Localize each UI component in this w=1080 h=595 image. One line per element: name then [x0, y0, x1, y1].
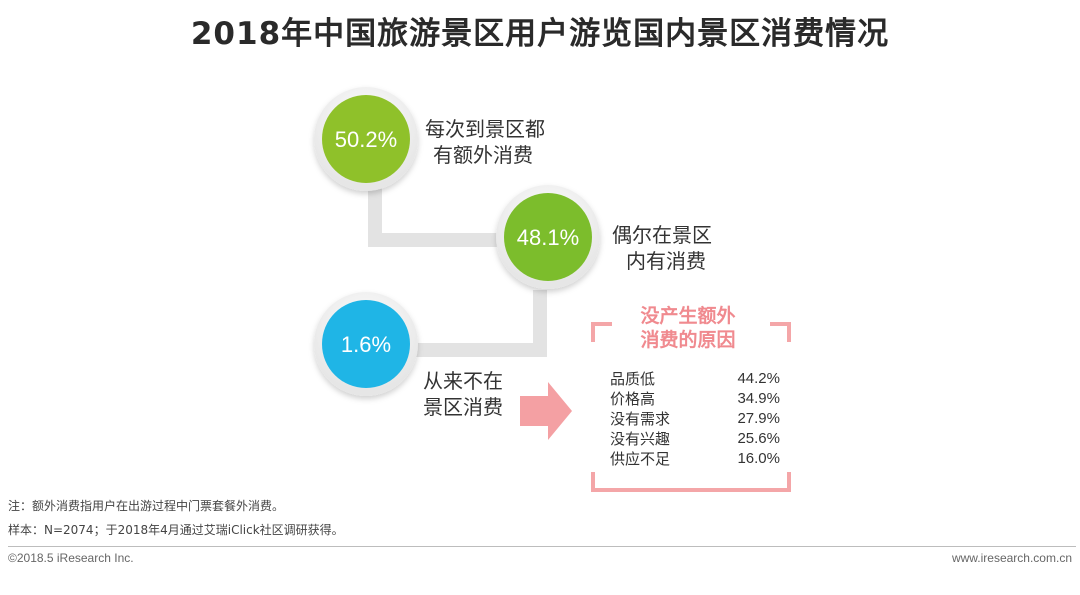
- reason-label: 品质低: [610, 370, 656, 388]
- bubble-1-circle: [322, 95, 410, 183]
- connector-1: [368, 175, 500, 247]
- footer-website: www.iresearch.com.cn: [951, 551, 1072, 565]
- reason-value: 44.2%: [737, 370, 780, 387]
- bubble-2-label-line1: 偶尔在景区: [612, 223, 712, 247]
- bubble-2: 48.1%: [496, 185, 600, 289]
- reason-label: 价格高: [610, 390, 656, 408]
- reason-value: 16.0%: [737, 450, 780, 467]
- reason-label: 供应不足: [610, 450, 671, 468]
- reasons-arrow: [520, 382, 572, 440]
- reason-value: 25.6%: [737, 430, 780, 447]
- reasons-title-line2: 消费的原因: [640, 329, 736, 351]
- bubble-3-label-line2: 景区消费: [423, 395, 503, 419]
- bubble-2-value: 48.1%: [517, 225, 579, 250]
- reason-value: 27.9%: [737, 410, 780, 427]
- bubble-1-label: 每次到景区都 有额外消费: [425, 116, 545, 168]
- reasons-title-line1: 没产生额外: [640, 305, 736, 327]
- reasons-frame: [591, 322, 791, 492]
- footer-divider: [8, 546, 1076, 547]
- bubble-1-label-line2: 有额外消费: [433, 143, 533, 167]
- reason-value: 34.9%: [737, 390, 780, 407]
- bubble-3-label-line1: 从来不在: [423, 369, 503, 393]
- bubble-3-value: 1.6%: [341, 332, 391, 357]
- bubble-1-value: 50.2%: [335, 127, 397, 152]
- bubble-3: 1.6%: [314, 292, 418, 396]
- reason-label: 没有兴趣: [610, 430, 671, 448]
- chart-title: 2018年中国旅游景区用户游览国内景区消费情况: [190, 16, 890, 52]
- footnote-definition: 注：额外消费指用户在出游过程中门票套餐外消费。: [8, 499, 285, 513]
- bubble-2-label-line2: 内有消费: [626, 249, 706, 273]
- bubble-3-label: 从来不在 景区消费: [423, 368, 503, 420]
- bubble-2-circle: [504, 193, 592, 281]
- reason-label: 没有需求: [610, 410, 671, 428]
- bubble-3-circle: [322, 300, 410, 388]
- bubble-1: 50.2%: [314, 87, 418, 191]
- footer-copyright: ©2018.5 iResearch Inc.: [8, 551, 134, 565]
- bubble-1-label-line1: 每次到景区都: [425, 117, 545, 141]
- bubble-2-label: 偶尔在景区 内有消费: [612, 222, 712, 274]
- reasons-title: 没产生额外 消费的原因: [600, 304, 776, 352]
- connector-2: [415, 290, 547, 357]
- footnote-sample: 样本：N=2074；于2018年4月通过艾瑞iClick社区调研获得。: [8, 523, 344, 537]
